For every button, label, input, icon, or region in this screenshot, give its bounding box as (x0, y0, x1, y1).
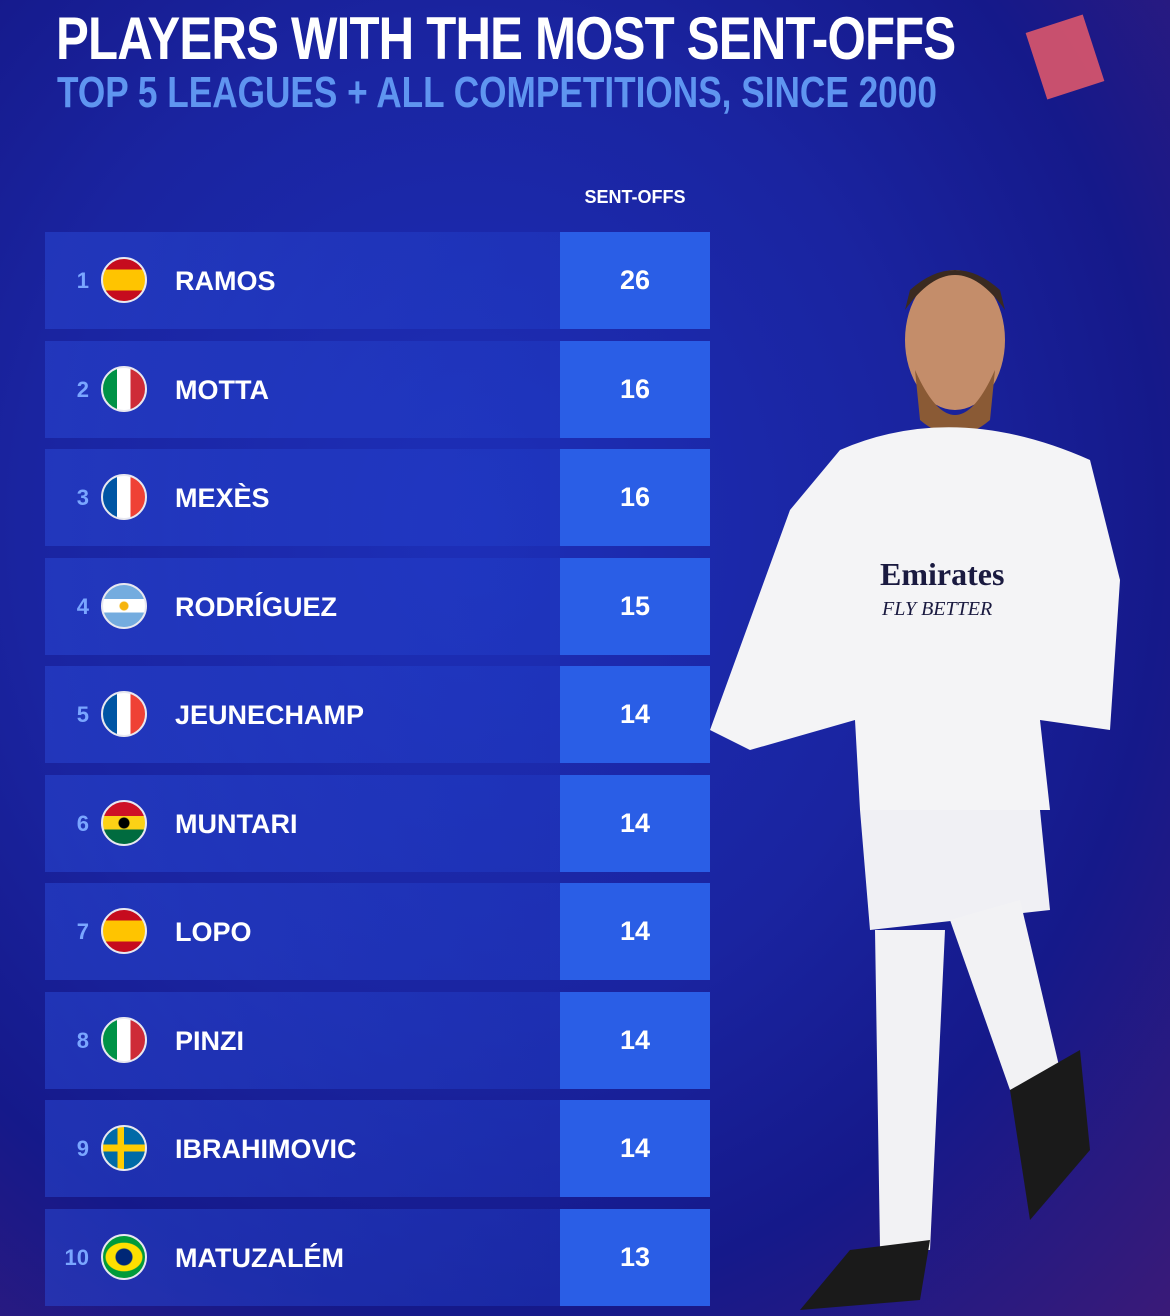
rank-number: 8 (76, 1027, 89, 1053)
shirt-tagline: FLY BETTER (881, 598, 992, 620)
france-flag-icon (101, 474, 147, 520)
sent-offs-value: 14 (560, 774, 710, 872)
page-title: PLAYERS WITH THE MOST SENT-OFFS (56, 5, 956, 72)
red-card-image (1025, 14, 1105, 100)
rank-number: 1 (76, 268, 89, 293)
player-name: MATUZALÉM (175, 1242, 344, 1273)
table-row: 6 MUNTARI 14 (45, 774, 710, 872)
column-header-sent-offs: SENT-OFFS (584, 187, 686, 207)
argentina-flag-icon (101, 582, 147, 629)
player-photo: Emirates FLY BETTER (710, 270, 1120, 1310)
sent-offs-value: 26 (560, 232, 710, 329)
shirt-sponsor: Emirates (880, 556, 1004, 592)
table-row: 4 RODRÍGUEZ 15 (45, 557, 710, 655)
player-name: MOTTA (175, 374, 269, 405)
rank-number: 5 (76, 702, 89, 727)
table-row: 8 PINZI 14 (45, 991, 710, 1089)
spain-flag-icon (101, 257, 147, 303)
sent-offs-value: 14 (560, 1100, 710, 1197)
player-name: MEXÈS (175, 483, 270, 513)
table-row: 2 MOTTA 16 (45, 340, 710, 438)
table-row: 7 LOPO 14 (45, 883, 710, 980)
rank-number: 3 (76, 485, 89, 510)
rank-number: 7 (76, 919, 89, 944)
page-subtitle: TOP 5 LEAGUES + ALL COMPETITIONS, SINCE … (57, 68, 937, 117)
table-row: 10 MATUZALÉM 13 (45, 1208, 710, 1306)
table-row: 9 IBRAHIMOVIC 14 (45, 1100, 710, 1197)
rank-number: 6 (76, 810, 89, 836)
spain-flag-icon (101, 908, 147, 954)
player-name: IBRAHIMOVIC (175, 1134, 357, 1164)
sent-offs-value: 14 (560, 883, 710, 980)
rank-number: 9 (76, 1136, 89, 1161)
player-name: RAMOS (175, 266, 276, 296)
player-name: RODRÍGUEZ (175, 591, 337, 622)
rank-number: 4 (76, 593, 89, 619)
sent-offs-value: 16 (560, 449, 710, 546)
brazil-flag-icon (101, 1233, 147, 1280)
rank-number: 2 (76, 376, 89, 402)
ghana-flag-icon (101, 799, 147, 846)
table-row: 5 JEUNECHAMP 14 (45, 666, 710, 763)
sent-offs-value: 13 (560, 1208, 710, 1306)
sent-offs-value: 15 (560, 557, 710, 655)
table-row: 1 RAMOS 26 (45, 232, 710, 329)
sweden-flag-icon (101, 1125, 147, 1171)
player-name: MUNTARI (175, 808, 298, 839)
italy-flag-icon (101, 365, 147, 412)
player-name: JEUNECHAMP (175, 700, 365, 730)
rank-number: 10 (64, 1244, 89, 1270)
italy-flag-icon (101, 1016, 147, 1063)
table-row: 3 MEXÈS 16 (45, 449, 710, 546)
france-flag-icon (101, 691, 147, 737)
player-name: LOPO (175, 917, 252, 947)
sent-offs-value: 14 (560, 991, 710, 1089)
player-name: PINZI (175, 1025, 245, 1056)
sent-offs-value: 16 (560, 340, 710, 438)
sent-offs-value: 14 (560, 666, 710, 763)
